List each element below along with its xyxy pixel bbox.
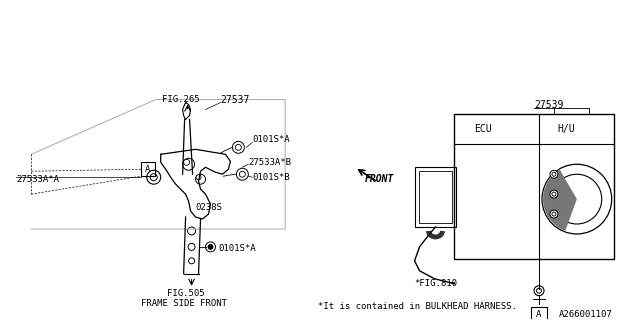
Bar xyxy=(531,307,547,320)
Circle shape xyxy=(188,227,196,235)
Circle shape xyxy=(147,170,161,184)
Bar xyxy=(141,162,155,176)
Text: 0238S: 0238S xyxy=(196,203,223,212)
Circle shape xyxy=(536,288,541,293)
Circle shape xyxy=(552,192,556,196)
Text: FRONT: FRONT xyxy=(365,174,394,184)
Text: FIG.505: FIG.505 xyxy=(166,289,204,298)
Circle shape xyxy=(552,212,556,216)
Circle shape xyxy=(188,244,195,250)
Wedge shape xyxy=(543,170,577,231)
Text: FIG.265: FIG.265 xyxy=(162,95,199,104)
Circle shape xyxy=(196,174,205,184)
Text: 27533A*A: 27533A*A xyxy=(17,175,60,184)
Circle shape xyxy=(232,141,244,153)
Text: 27539: 27539 xyxy=(534,100,563,109)
Text: *It is contained in BULKHEAD HARNESS.: *It is contained in BULKHEAD HARNESS. xyxy=(318,302,517,311)
Text: H/U: H/U xyxy=(557,124,575,134)
Circle shape xyxy=(236,144,241,150)
Text: 0101S*A: 0101S*A xyxy=(218,244,256,253)
Circle shape xyxy=(552,172,556,176)
Circle shape xyxy=(184,159,189,165)
Text: FRAME SIDE FRONT: FRAME SIDE FRONT xyxy=(141,299,227,308)
Text: *FIG.810: *FIG.810 xyxy=(415,279,458,288)
Circle shape xyxy=(239,171,245,177)
Circle shape xyxy=(208,244,213,249)
Circle shape xyxy=(182,158,195,170)
Circle shape xyxy=(542,164,612,234)
Bar xyxy=(454,115,614,259)
Bar xyxy=(419,171,452,223)
Text: 27533A*B: 27533A*B xyxy=(248,158,291,167)
Circle shape xyxy=(150,174,157,181)
Circle shape xyxy=(196,175,201,180)
Bar xyxy=(415,167,456,227)
Circle shape xyxy=(205,242,216,252)
Circle shape xyxy=(550,170,558,178)
Text: 0101S*A: 0101S*A xyxy=(252,135,290,144)
Text: 0101S*B: 0101S*B xyxy=(252,173,290,182)
Text: A: A xyxy=(145,165,150,174)
Circle shape xyxy=(550,190,558,198)
Text: A266001107: A266001107 xyxy=(559,310,612,319)
Text: A: A xyxy=(536,310,541,319)
Text: ECU: ECU xyxy=(474,124,492,134)
Text: 27537: 27537 xyxy=(220,94,250,105)
Circle shape xyxy=(550,210,558,218)
Circle shape xyxy=(189,258,195,264)
Circle shape xyxy=(236,168,248,180)
Circle shape xyxy=(534,286,544,296)
Circle shape xyxy=(552,174,602,224)
